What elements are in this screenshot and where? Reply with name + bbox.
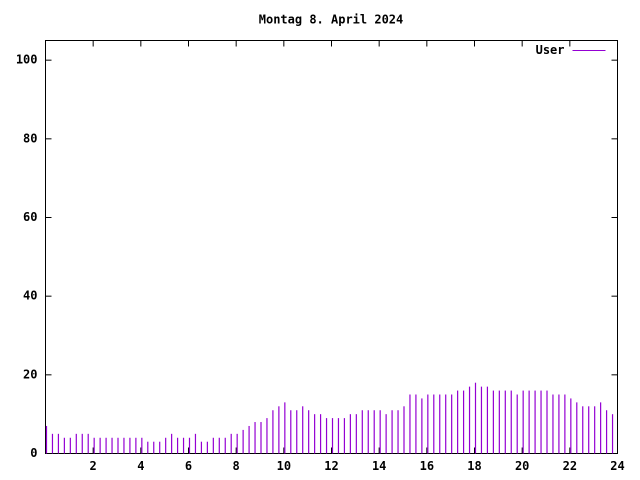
y-tick-label: 20: [23, 367, 37, 381]
x-tick-label: 2: [90, 459, 97, 473]
y-tick-label: 60: [23, 210, 37, 224]
x-tick-label: 24: [610, 459, 624, 473]
x-tick-label: 6: [185, 459, 192, 473]
x-tick-label: 20: [515, 459, 529, 473]
y-tick-label: 100: [16, 53, 38, 67]
x-tick-label: 18: [467, 459, 481, 473]
x-tick-label: 10: [277, 459, 291, 473]
chart-title: Montag 8. April 2024: [259, 13, 404, 27]
y-tick-label: 80: [23, 131, 37, 145]
y-tick-label: 0: [30, 446, 37, 460]
x-tick-label: 22: [563, 459, 577, 473]
y-tick-label: 40: [23, 289, 37, 303]
x-tick-label: 8: [233, 459, 240, 473]
x-tick-label: 14: [372, 459, 386, 473]
x-tick-label: 16: [420, 459, 434, 473]
x-tick-label: 4: [137, 459, 144, 473]
x-tick-label: 12: [324, 459, 338, 473]
legend-label: User: [536, 43, 565, 57]
